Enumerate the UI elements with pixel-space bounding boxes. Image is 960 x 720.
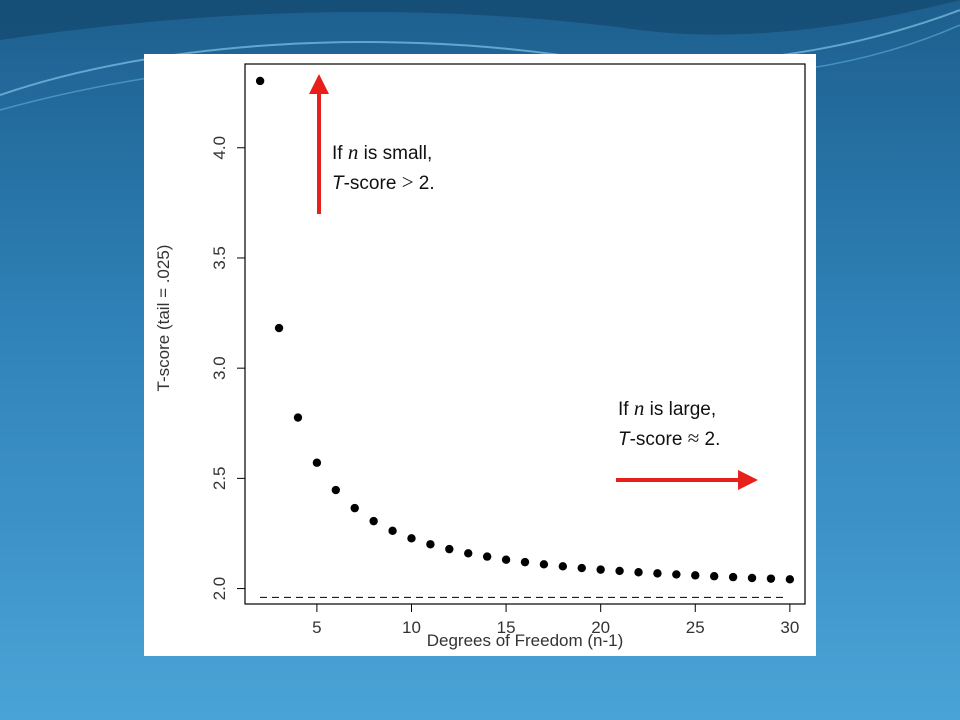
data-point [634, 568, 643, 577]
data-point [539, 560, 549, 569]
x-tick-label: 10 [402, 618, 421, 637]
data-point [274, 323, 284, 333]
y-tick-label: 2.5 [210, 467, 229, 491]
data-point [766, 574, 776, 583]
y-tick-label: 3.5 [210, 246, 229, 270]
data-point [709, 572, 719, 581]
y-tick-label: 2.0 [210, 577, 229, 601]
data-point [369, 516, 378, 526]
data-point [426, 540, 435, 549]
data-point [691, 571, 700, 580]
data-point [501, 555, 511, 564]
data-point [350, 503, 359, 513]
data-point [615, 566, 624, 576]
right-arrow [616, 470, 758, 490]
up-arrow [309, 74, 329, 214]
x-tick-label: 25 [686, 618, 705, 637]
data-point [785, 575, 795, 584]
y-tick-label: 4.0 [210, 136, 229, 160]
data-point [672, 570, 681, 579]
data-point [558, 562, 568, 571]
data-point [577, 563, 586, 573]
data-point [445, 544, 454, 554]
data-point [747, 573, 757, 583]
x-tick-label: 30 [780, 618, 799, 637]
plot-frame [244, 63, 806, 605]
annotation-large-n: If n is large, T-score ≈ 2. [618, 396, 721, 450]
x-tick-label: 5 [312, 618, 321, 637]
data-point [464, 549, 473, 558]
data-point [388, 526, 397, 536]
x-tick-label: 15 [497, 618, 516, 637]
x-tick-label: 20 [591, 618, 610, 637]
y-tick-label: 3.0 [210, 356, 229, 380]
data-point [728, 572, 738, 582]
data-point [312, 458, 322, 467]
data-point [293, 413, 303, 422]
chart-panel: 5 10 15 20 25 30 2.0 2.5 3.0 3.5 4.0 Degrees of Fr… [144, 54, 816, 656]
data-point [407, 534, 416, 543]
t-score-chart: 5 10 15 20 25 30 2.0 2.5 3.0 3.5 4.0 Degrees of Fr… [154, 63, 806, 650]
data-point [331, 485, 341, 495]
data-point [482, 552, 492, 561]
annotation-small-n: If n is small, T-score > 2. [332, 140, 435, 194]
data-point [653, 569, 662, 578]
y-axis-label: T-score (tail = .025) [154, 245, 173, 392]
data-point [596, 565, 605, 574]
data-point [255, 76, 265, 86]
data-point [520, 557, 530, 567]
x-axis-label: Degrees of Freedom (n-1) [427, 631, 624, 650]
